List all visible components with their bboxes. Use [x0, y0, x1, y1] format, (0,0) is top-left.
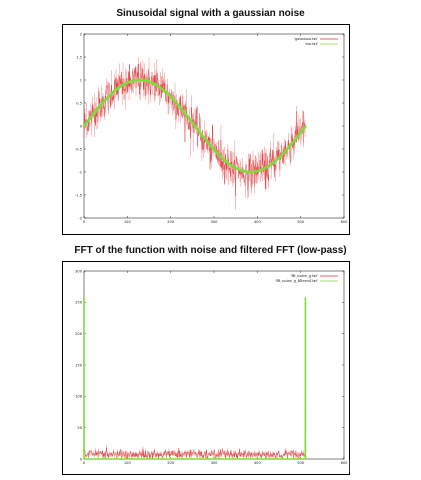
- x-tick-label: 0: [83, 461, 86, 465]
- y-tick-label: -2: [78, 216, 82, 220]
- legend-label: 'sin.txt': [305, 42, 318, 46]
- series-line-fft-noise: [84, 297, 305, 459]
- y-tick-label: 250: [75, 301, 83, 305]
- y-tick-label: -1: [78, 170, 82, 174]
- y-tick-label: 0.5: [76, 101, 82, 105]
- x-tick-label: 400: [254, 220, 262, 224]
- x-tick-label: 200: [167, 461, 175, 465]
- x-tick-label: 100: [124, 220, 132, 224]
- series-line-fft-filtered: [84, 297, 305, 459]
- x-tick-label: 0: [83, 220, 86, 224]
- x-tick-label: 300: [211, 220, 219, 224]
- legend-label: 'gaussian.txt': [294, 37, 318, 41]
- chart2-frame: 0 100 200 300 400 500 600 300 250 200 150 100 50 0'ff…: [62, 261, 350, 475]
- x-tick-label: 600: [341, 220, 349, 224]
- chart2-title: FFT of the function with noise and filte…: [0, 245, 421, 256]
- y-tick-label: 200: [75, 332, 83, 336]
- x-tick-label: 500: [297, 220, 305, 224]
- series-gaussian: [84, 57, 305, 210]
- x-tick-label: 300: [211, 461, 219, 465]
- chart1-plot: 0 100 200 300 400 500 600 2 1.5 1 0.5 0 -0.5 -1 -1.5 -2…: [63, 25, 349, 234]
- x-tick-label: 400: [254, 461, 262, 465]
- x-tick-label: 500: [297, 461, 305, 465]
- x-tick-label: 600: [341, 461, 349, 465]
- chart2-plot: 0 100 200 300 400 500 600300250200150100500'ff…: [63, 262, 349, 474]
- y-tick-label: 150: [75, 363, 83, 367]
- y-tick-label: 1: [80, 78, 82, 82]
- y-tick-label: 300: [75, 269, 83, 273]
- legend-label: 'fft_noise_g.txt': [290, 274, 318, 278]
- y-tick-label: 0: [80, 124, 83, 128]
- y-tick-label: 1.5: [76, 55, 82, 59]
- y-tick-label: -1.5: [75, 193, 82, 197]
- y-tick-label: -0.5: [75, 147, 82, 151]
- legend-label: 'fft_noise_g_filtered.txt': [275, 279, 318, 283]
- chart1-frame: 0 100 200 300 400 500 600 2 1.5 1 0.5 0 -0.5 -1 -1.5 -2…: [62, 24, 350, 235]
- series-fft-noise: [84, 297, 305, 459]
- x-tick-label: 100: [124, 461, 132, 465]
- series-line-gaussian: [84, 62, 305, 196]
- y-tick-label: 100: [75, 395, 83, 399]
- y-tick-label: 2: [80, 32, 82, 36]
- x-tick-label: 200: [167, 220, 175, 224]
- y-tick-label: 50: [77, 426, 82, 430]
- chart1-title: Sinusoidal signal with a gaussian noise: [0, 8, 421, 19]
- text-cursor: [349, 460, 350, 472]
